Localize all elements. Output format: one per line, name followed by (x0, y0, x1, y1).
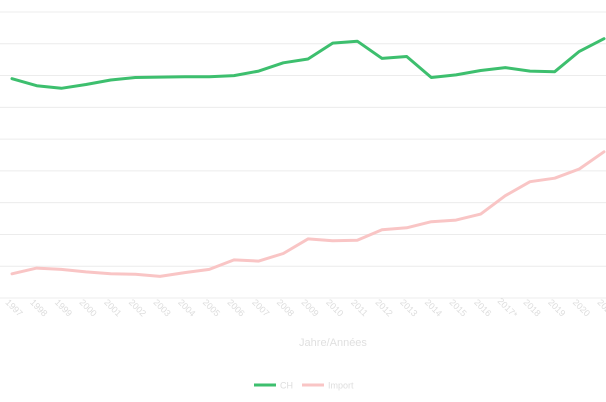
x-tick-label: 2020 (571, 297, 592, 318)
series-lines (10, 37, 606, 278)
x-tick-label: 2018 (522, 297, 543, 318)
series-line-ch (10, 37, 606, 90)
x-tick-label: 2015 (448, 297, 469, 318)
x-tick-label: 2003 (152, 297, 173, 318)
x-tick-label: 2010 (324, 297, 345, 318)
x-tick-label: 2006 (226, 297, 247, 318)
x-tick-label: 2014 (423, 297, 444, 318)
x-tick-label: 2019 (546, 297, 567, 318)
legend-item-ch[interactable]: CH (254, 381, 293, 391)
x-tick-label: 2017* (496, 296, 520, 320)
series-line-import (10, 150, 606, 278)
x-axis-label: Jahre/Années (299, 337, 367, 349)
x-tick-label: 2013 (398, 297, 419, 318)
gridlines (0, 11, 606, 299)
x-tick-label: 2004 (176, 297, 197, 318)
x-tick-label: 2002 (127, 297, 148, 318)
x-tick-label: 2005 (201, 297, 222, 318)
x-tick-label: 2011 (349, 297, 370, 318)
x-tick-label: 2001 (102, 297, 123, 318)
legend-label: Import (328, 381, 354, 391)
x-tick-label: 2000 (78, 297, 99, 318)
legend-label: CH (280, 381, 293, 391)
x-tick-label: 2009 (300, 297, 321, 318)
x-tick-label: 2021 (596, 297, 606, 318)
x-tick-label: 2007 (250, 297, 271, 318)
x-tick-label: 1997 (4, 297, 25, 318)
x-tick-label: 1999 (53, 297, 74, 318)
legend: CH Import (254, 381, 354, 391)
x-tick-label: 2012 (374, 297, 395, 318)
x-tick-labels: 1997 1998 1999 2000 2001 2002 2003 2004 2005 2006… (4, 296, 606, 320)
x-tick-label: 1998 (28, 297, 49, 318)
x-tick-label: 2016 (472, 297, 493, 318)
x-tick-label: 2008 (275, 297, 296, 318)
legend-item-import[interactable]: Import (302, 381, 354, 391)
